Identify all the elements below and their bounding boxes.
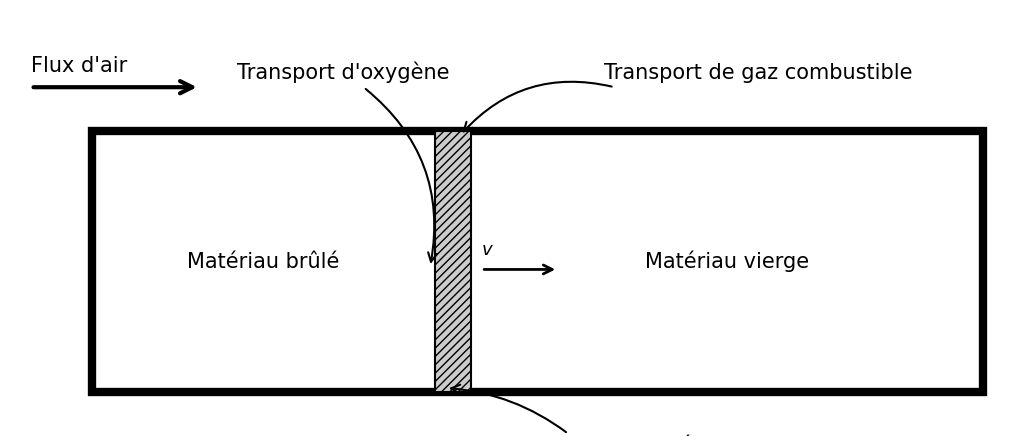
Text: Matériau brûlé: Matériau brûlé <box>187 252 340 272</box>
Text: Transport de gaz combustible: Transport de gaz combustible <box>603 63 912 83</box>
Text: Matériau vierge: Matériau vierge <box>645 251 809 272</box>
Bar <box>92 131 983 392</box>
Text: v: v <box>481 241 492 259</box>
Bar <box>435 131 471 392</box>
Text: Flux d'air: Flux d'air <box>31 56 127 76</box>
Text: Transport d'oxygène: Transport d'oxygène <box>237 61 450 83</box>
